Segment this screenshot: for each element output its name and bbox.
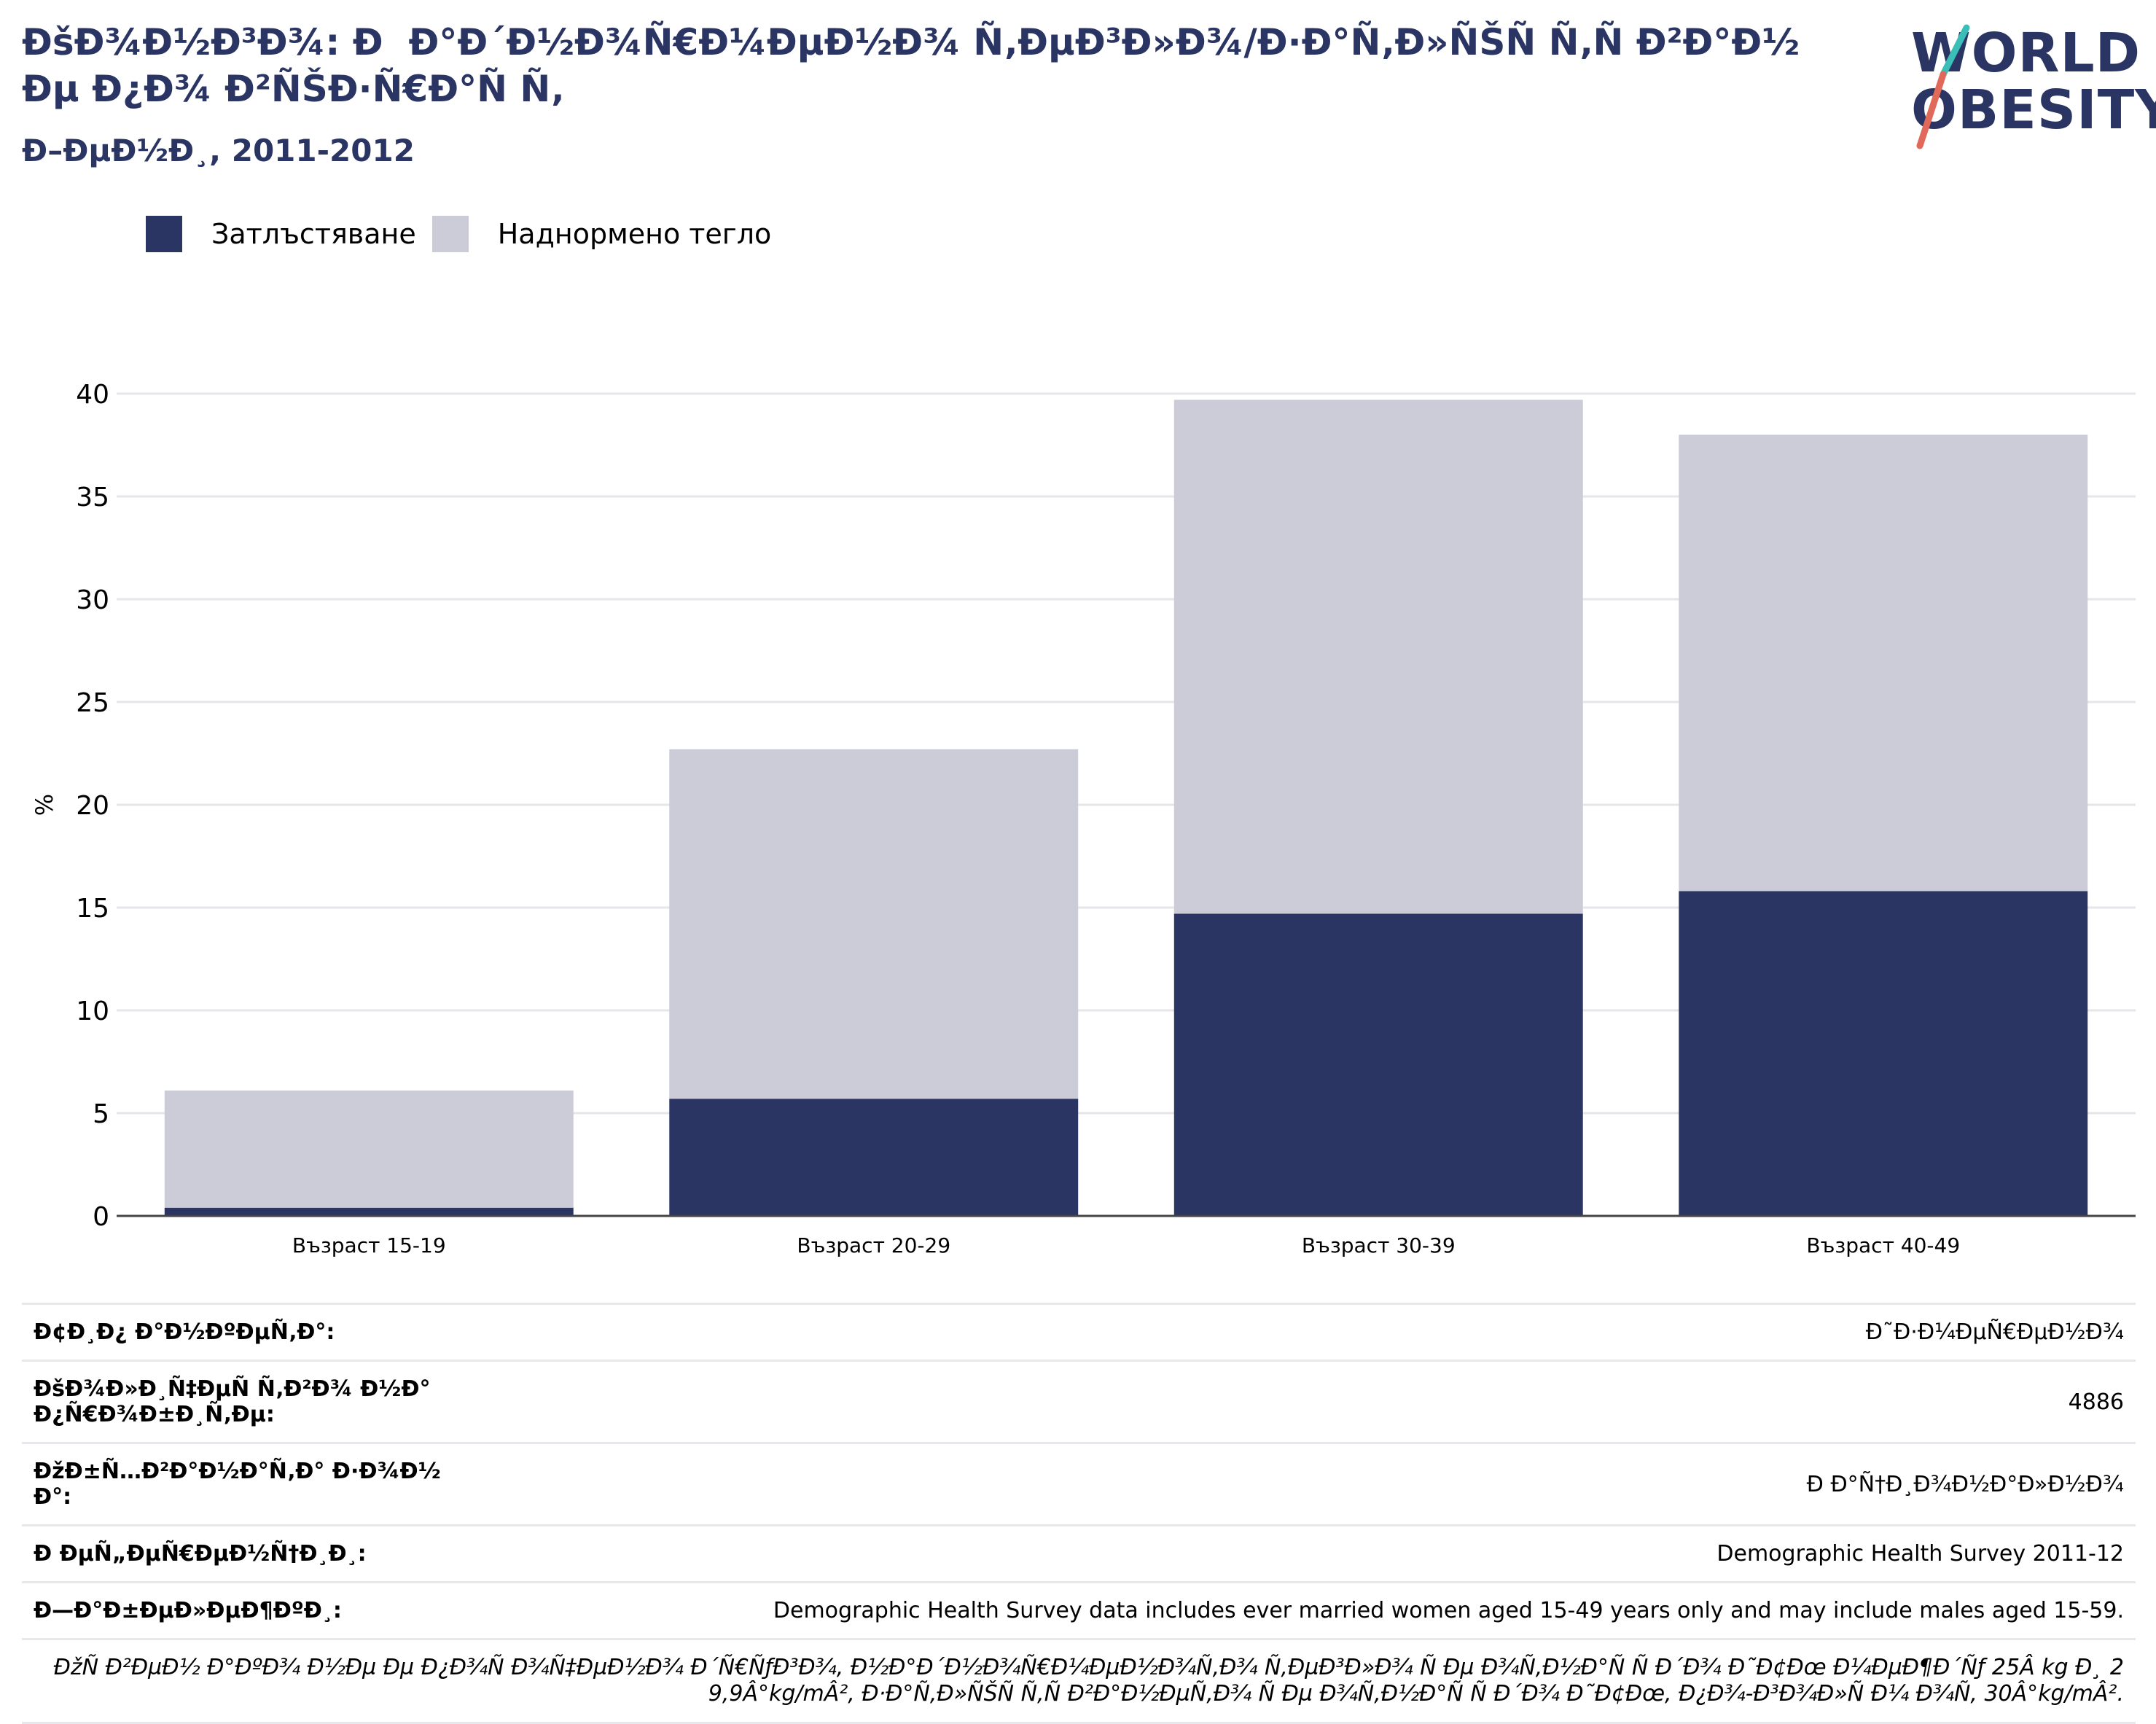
y-tick-label: 25 (76, 688, 109, 718)
legend-item-overweight: Наднормено тегло (431, 216, 772, 252)
legend-label-obesity: Затлъстяване (211, 218, 416, 250)
bar-obesity (1679, 891, 2088, 1216)
info-value: 4886 (453, 1360, 2136, 1443)
y-axis-label: % (31, 794, 58, 816)
y-tick-label: 40 (76, 380, 109, 410)
definition-note: ÐžÑ Ð²ÐµÐ½ Ð°ÐºÐ¾ Ð½Ðµ Ðµ Ð¿Ð¾Ñ Ð¾Ñ‡ÐµÐ½… (22, 1638, 2136, 1724)
y-tick-label: 10 (76, 996, 109, 1026)
survey-info-table: Ð¢Ð¸Ð¿ Ð°Ð½ÐºÐµÑ‚Ð°: Ð˜Ð·Ð¼ÐµÑ€ÐµÐ½Ð¾ Ðš… (22, 1303, 2136, 1724)
info-label: Ð ÐµÑ„ÐµÑ€ÐµÐ½Ñ†Ð¸Ð¸: (22, 1524, 453, 1583)
info-row-notes: Ð—Ð°Ð±ÐµÐ»ÐµÐ¶ÐºÐ¸: Demographic Health S… (22, 1581, 2136, 1639)
chart-title: ÐšÐ¾Ð½Ð³Ð¾: Ð Ð°Ð´Ð½Ð¾Ñ€Ð¼ÐµÐ½Ð¾ Ñ‚ÐµÐ³Ð… (22, 21, 1800, 110)
logo-slash-icon (1916, 24, 1970, 149)
legend-swatch-obesity (146, 216, 182, 252)
info-value: Demographic Health Survey data includes … (453, 1581, 2136, 1639)
bar-obesity (669, 1099, 1079, 1216)
legend-swatch-overweight (431, 216, 469, 252)
info-label: ÐšÐ¾Ð»Ð¸Ñ‡ÐµÑ Ñ‚Ð²Ð¾ Ð½Ð° Ð¿Ñ€Ð¾Ð±Ð¸Ñ‚Ðµ… (22, 1360, 453, 1443)
bar-overweight (1173, 399, 1583, 914)
info-value: Ð Ð°Ñ†Ð¸Ð¾Ð½Ð°Ð»Ð½Ð¾ (453, 1442, 2136, 1526)
info-value: Demographic Health Survey 2011-12 (453, 1524, 2136, 1583)
x-tick-label: Възраст 30-39 (1302, 1233, 1456, 1257)
y-tick-label: 30 (76, 585, 109, 615)
x-tick-label: Възраст 40-49 (1806, 1233, 1960, 1257)
y-tick-label: 35 (76, 483, 109, 512)
info-label: Ð—Ð°Ð±ÐµÐ»ÐµÐ¶ÐºÐ¸: (22, 1581, 453, 1639)
chart-subtitle: Ð–ÐµÐ½Ð¸, 2011-2012 (22, 133, 415, 168)
logo-line-2: OBESITY (1911, 79, 2156, 141)
info-row-sample-size: ÐšÐ¾Ð»Ð¸Ñ‡ÐµÑ Ñ‚Ð²Ð¾ Ð½Ð° Ð¿Ñ€Ð¾Ð±Ð¸Ñ‚Ðµ… (22, 1360, 2136, 1443)
bar-overweight (669, 749, 1079, 1099)
info-row-coverage: ÐžÐ±Ñ…Ð²Ð°Ð½Ð°Ñ‚Ð° Ð·Ð¾Ð½Ð°: Ð Ð°Ñ†Ð¸Ð¾Ð… (22, 1442, 2136, 1526)
legend-item-obesity: Затлъстяване (146, 216, 416, 252)
info-row-survey-type: Ð¢Ð¸Ð¿ Ð°Ð½ÐºÐµÑ‚Ð°: Ð˜Ð·Ð¼ÐµÑ€ÐµÐ½Ð¾ (22, 1303, 2136, 1361)
info-row-references: Ð ÐµÑ„ÐµÑ€ÐµÐ½Ñ†Ð¸Ð¸: Demographic Health… (22, 1524, 2136, 1583)
info-value: Ð˜Ð·Ð¼ÐµÑ€ÐµÐ½Ð¾ (453, 1303, 2136, 1361)
bar-obesity (1173, 913, 1583, 1216)
y-tick-label: 5 (93, 1099, 109, 1129)
y-tick-label: 20 (76, 791, 109, 821)
info-row-definition-note: ÐžÑ Ð²ÐµÐ½ Ð°ÐºÐ¾ Ð½Ðµ Ðµ Ð¿Ð¾Ñ Ð¾Ñ‡ÐµÐ½… (22, 1638, 2136, 1724)
bar-obesity (164, 1207, 574, 1216)
y-tick-label: 15 (76, 894, 109, 924)
info-label: ÐžÐ±Ñ…Ð²Ð°Ð½Ð°Ñ‚Ð° Ð·Ð¾Ð½Ð°: (22, 1442, 453, 1526)
x-tick-label: Възраст 15-19 (292, 1233, 446, 1257)
bar-overweight (1679, 434, 2088, 892)
legend-label-overweight: Наднормено тегло (497, 218, 772, 250)
logo-line-1: WORLD (1911, 22, 2141, 85)
world-obesity-logo: WORLD OBESITY (1895, 22, 2156, 153)
x-tick-label: Възраст 20-29 (797, 1233, 950, 1257)
chart-legend: Затлъстяване Наднормено тегло (146, 216, 787, 252)
bar-overweight (164, 1090, 574, 1208)
stacked-bar-chart: 0 5 10 15 20 25 30 35 40% Възраст 15-19 Възраст 20… (31, 380, 2136, 1257)
y-tick-label: 0 (93, 1202, 109, 1232)
info-label: Ð¢Ð¸Ð¿ Ð°Ð½ÐºÐµÑ‚Ð°: (22, 1303, 453, 1361)
